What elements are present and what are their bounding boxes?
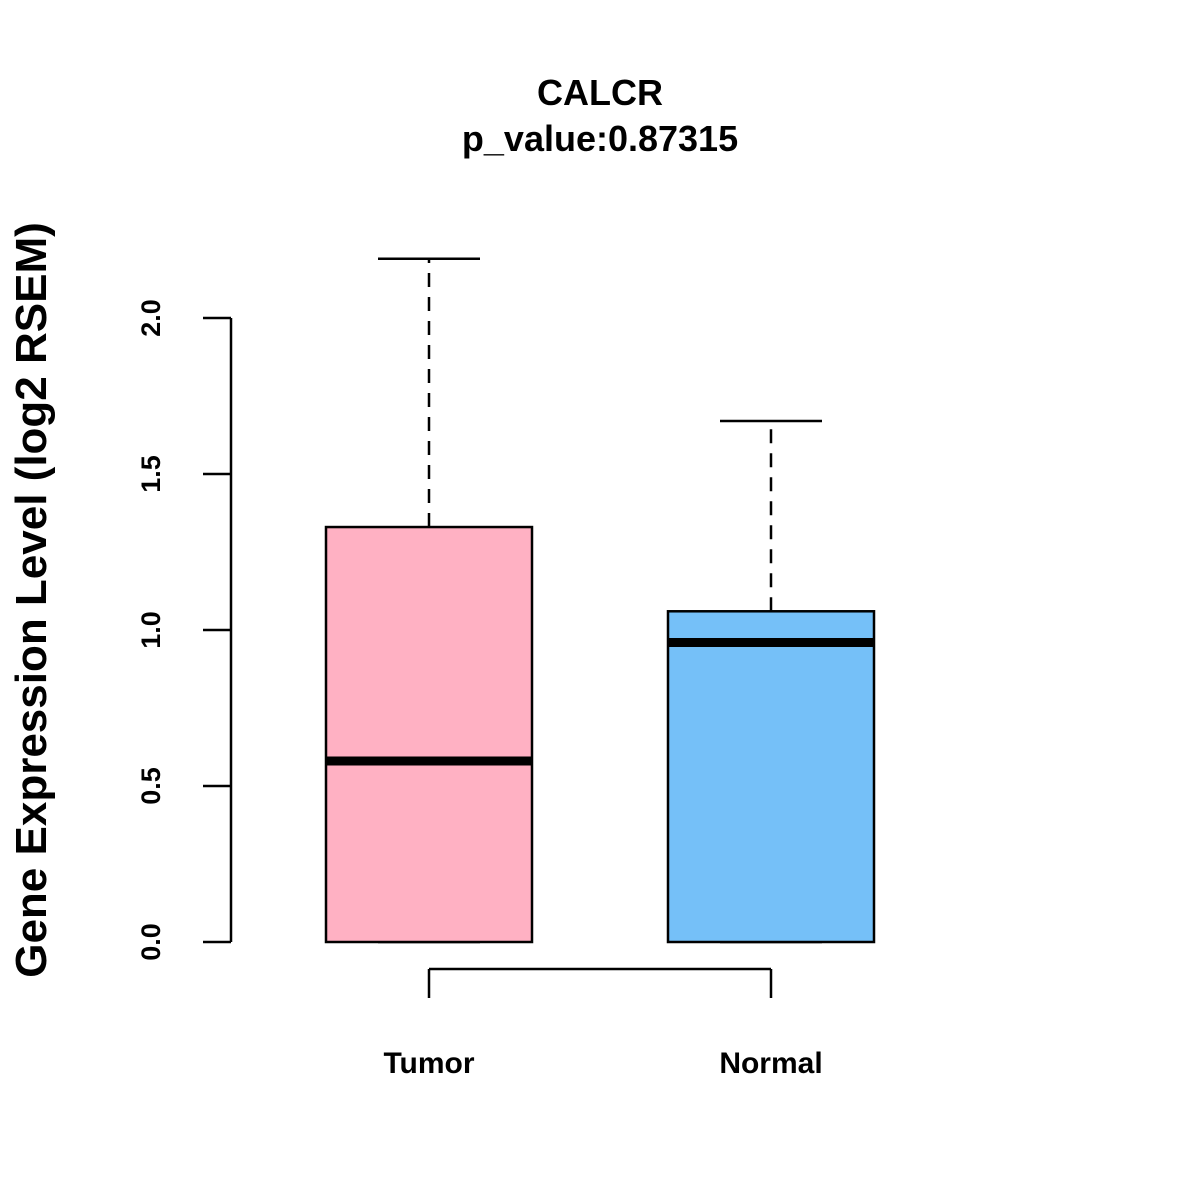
y-tick-label: 1.5 [136,455,166,493]
y-axis-label: Gene Expression Level (log2 RSEM) [7,222,56,978]
category-labels: Tumor Normal [383,1047,822,1080]
box-normal [666,419,876,944]
category-label-normal: Normal [719,1047,822,1080]
y-tick-label: 0.0 [136,923,166,961]
boxes-group [324,257,876,944]
y-tick-label: 0.5 [136,767,166,805]
y-tick-label: 2.0 [136,299,166,337]
comparison-bracket [427,967,773,998]
box-tumor [324,257,534,944]
y-axis-ticks: 0.0 0.5 1.0 1.5 2.0 [136,299,231,961]
category-label-tumor: Tumor [383,1047,474,1080]
chart-subtitle: p_value:0.87315 [462,118,738,159]
box-rect [324,525,534,944]
chart-title: CALCR [537,72,663,113]
box-rect [666,610,876,944]
y-tick-label: 1.0 [136,611,166,649]
